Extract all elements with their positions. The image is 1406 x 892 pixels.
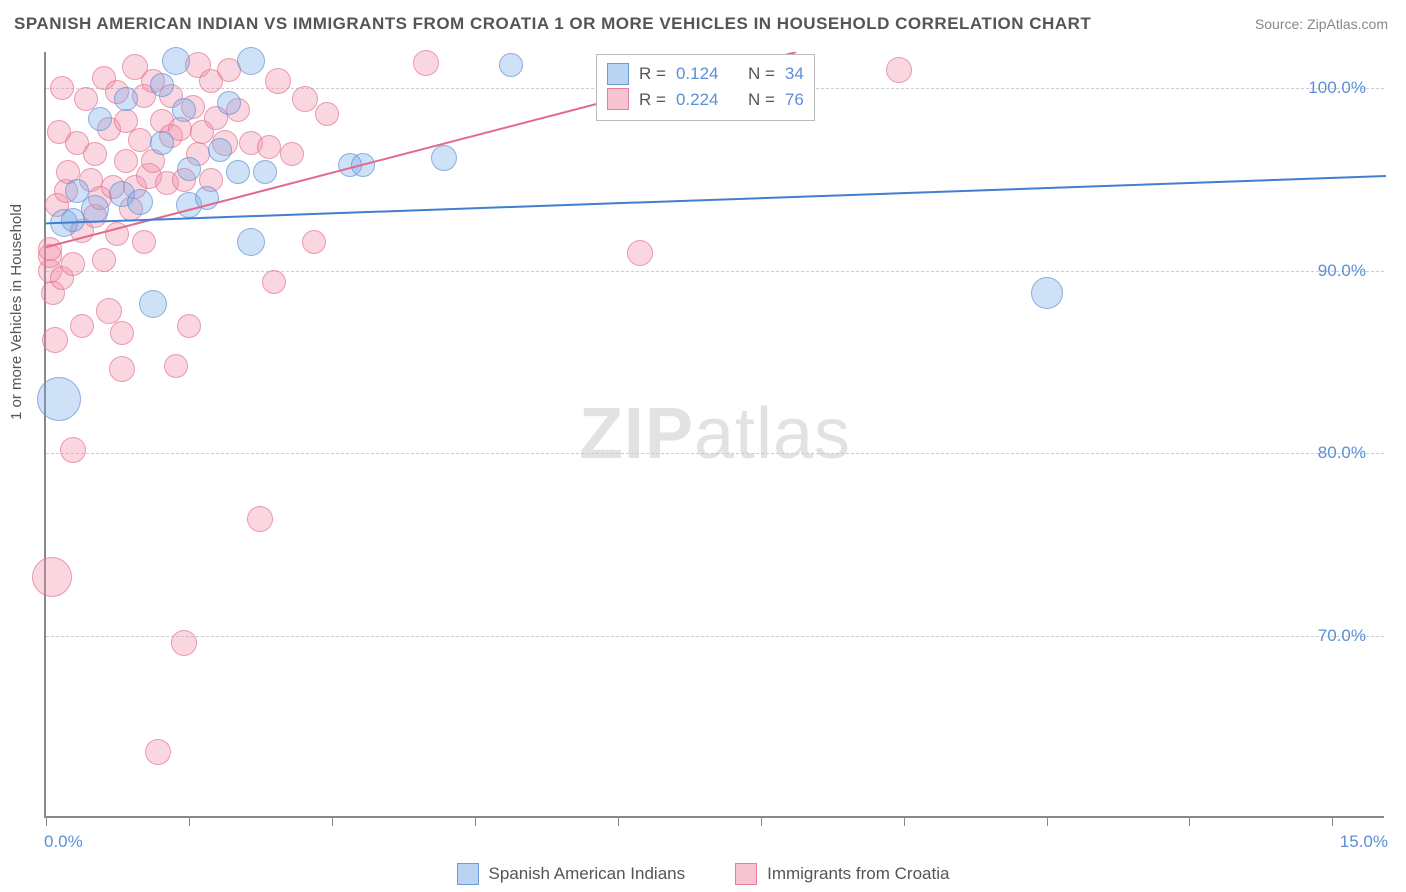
data-point — [413, 50, 439, 76]
chart-title: SPANISH AMERICAN INDIAN VS IMMIGRANTS FR… — [14, 14, 1091, 34]
x-tick — [761, 816, 762, 826]
data-point — [88, 107, 112, 131]
data-point — [128, 128, 152, 152]
source-label: Source: ZipAtlas.com — [1255, 16, 1388, 32]
data-point — [302, 230, 326, 254]
stat-r-value: 0.124 — [676, 61, 719, 87]
stat-n-label: N = — [748, 87, 775, 113]
stats-legend-box: R = 0.124 N = 34 R = 0.224 N = 76 — [596, 54, 815, 121]
data-point — [139, 290, 167, 318]
data-point — [351, 153, 375, 177]
swatch-icon — [607, 88, 629, 110]
data-point — [37, 377, 81, 421]
stats-row-series2: R = 0.224 N = 76 — [607, 87, 804, 113]
stat-r-value: 0.224 — [676, 87, 719, 113]
data-point — [499, 53, 523, 77]
data-point — [253, 160, 277, 184]
legend-item-series2: Immigrants from Croatia — [735, 863, 949, 885]
data-point — [1031, 277, 1063, 309]
stat-n-value: 76 — [785, 87, 804, 113]
x-tick-min: 0.0% — [44, 832, 83, 852]
data-point — [114, 149, 138, 173]
gridline — [46, 636, 1384, 637]
y-tick-label: 70.0% — [1318, 626, 1366, 646]
y-axis-label: 1 or more Vehicles in Household — [8, 204, 25, 420]
data-point — [61, 252, 85, 276]
gridline — [46, 453, 1384, 454]
x-tick — [904, 816, 905, 826]
data-point — [83, 142, 107, 166]
data-point — [195, 186, 219, 210]
x-tick — [1332, 816, 1333, 826]
data-point — [171, 630, 197, 656]
stat-n-value: 34 — [785, 61, 804, 87]
data-point — [132, 230, 156, 254]
gridline — [46, 271, 1384, 272]
bottom-legend: Spanish American Indians Immigrants from… — [0, 856, 1406, 892]
data-point — [886, 57, 912, 83]
swatch-icon — [457, 863, 479, 885]
data-point — [262, 270, 286, 294]
data-point — [247, 506, 273, 532]
data-point — [237, 47, 265, 75]
stat-r-label: R = — [639, 61, 666, 87]
data-point — [114, 87, 138, 111]
y-tick-label: 100.0% — [1308, 78, 1366, 98]
watermark: ZIPatlas — [579, 393, 851, 475]
data-point — [50, 76, 74, 100]
data-point — [127, 189, 153, 215]
legend-item-series1: Spanish American Indians — [457, 863, 686, 885]
data-point — [164, 354, 188, 378]
y-tick-label: 80.0% — [1318, 443, 1366, 463]
x-tick — [618, 816, 619, 826]
x-tick — [332, 816, 333, 826]
data-point — [257, 135, 281, 159]
data-point — [265, 68, 291, 94]
x-tick — [475, 816, 476, 826]
data-point — [60, 437, 86, 463]
data-point — [627, 240, 653, 266]
x-tick — [46, 816, 47, 826]
data-point — [109, 356, 135, 382]
x-tick-max: 15.0% — [1340, 832, 1388, 852]
y-tick-label: 90.0% — [1318, 261, 1366, 281]
data-point — [237, 228, 265, 256]
data-point — [32, 557, 72, 597]
data-point — [177, 157, 201, 181]
chart-container: SPANISH AMERICAN INDIAN VS IMMIGRANTS FR… — [0, 0, 1406, 892]
stats-row-series1: R = 0.124 N = 34 — [607, 61, 804, 87]
data-point — [150, 73, 174, 97]
data-point — [208, 138, 232, 162]
stat-r-label: R = — [639, 87, 666, 113]
x-tick — [1189, 816, 1190, 826]
data-point — [280, 142, 304, 166]
legend-label: Spanish American Indians — [489, 864, 686, 884]
data-point — [315, 102, 339, 126]
data-point — [172, 98, 196, 122]
x-tick — [1047, 816, 1048, 826]
data-point — [96, 298, 122, 324]
data-point — [110, 321, 134, 345]
data-point — [150, 131, 174, 155]
swatch-icon — [735, 863, 757, 885]
data-point — [38, 237, 62, 261]
data-point — [177, 314, 201, 338]
data-point — [292, 86, 318, 112]
data-point — [226, 160, 250, 184]
trend-line — [46, 176, 1386, 223]
data-point — [42, 327, 68, 353]
data-point — [81, 195, 109, 223]
stat-n-label: N = — [748, 61, 775, 87]
data-point — [145, 739, 171, 765]
data-point — [431, 145, 457, 171]
legend-label: Immigrants from Croatia — [767, 864, 949, 884]
x-tick — [189, 816, 190, 826]
data-point — [92, 248, 116, 272]
data-point — [70, 314, 94, 338]
data-point — [105, 222, 129, 246]
swatch-icon — [607, 63, 629, 85]
plot-area: ZIPatlas 70.0% 80.0% 90.0% 100.0% — [44, 52, 1384, 818]
data-point — [217, 91, 241, 115]
data-point — [162, 47, 190, 75]
